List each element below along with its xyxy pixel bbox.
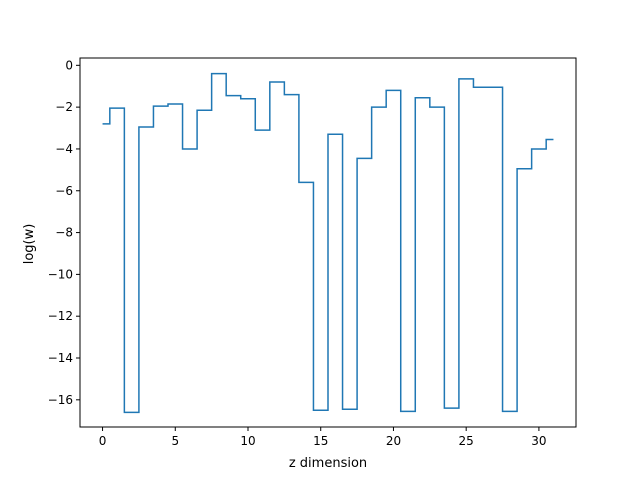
series-line-0 (102, 72, 554, 414)
y-tick-label: −6 (55, 184, 73, 198)
y-tick-label: −4 (55, 142, 73, 156)
y-axis-ticks: 0 −2 −4 −6 −8 −10 −12 −14 −16 (48, 58, 80, 407)
y-tick-label: −8 (55, 226, 73, 240)
x-tick-label: 15 (313, 434, 328, 448)
axes (79, 57, 577, 428)
x-tick-label: 20 (386, 434, 401, 448)
x-axis-ticks: 0 5 10 15 20 25 30 (99, 427, 547, 448)
y-tick-label: −10 (48, 267, 73, 281)
x-axis-label: z dimension (289, 456, 367, 471)
x-tick-label: 30 (531, 434, 546, 448)
x-tick-label: 10 (240, 434, 255, 448)
y-tick-label: −14 (48, 351, 73, 365)
y-tick-label: 0 (65, 58, 73, 72)
y-axis-label: log(w) (22, 224, 37, 265)
y-tick-label: −2 (55, 100, 73, 114)
x-tick-label: 0 (99, 434, 107, 448)
plot-area (102, 72, 554, 414)
y-tick-label: −12 (48, 309, 73, 323)
x-tick-label: 5 (171, 434, 179, 448)
axes-frame (79, 57, 577, 428)
y-tick-label: −16 (48, 393, 73, 407)
x-tick-label: 25 (459, 434, 474, 448)
